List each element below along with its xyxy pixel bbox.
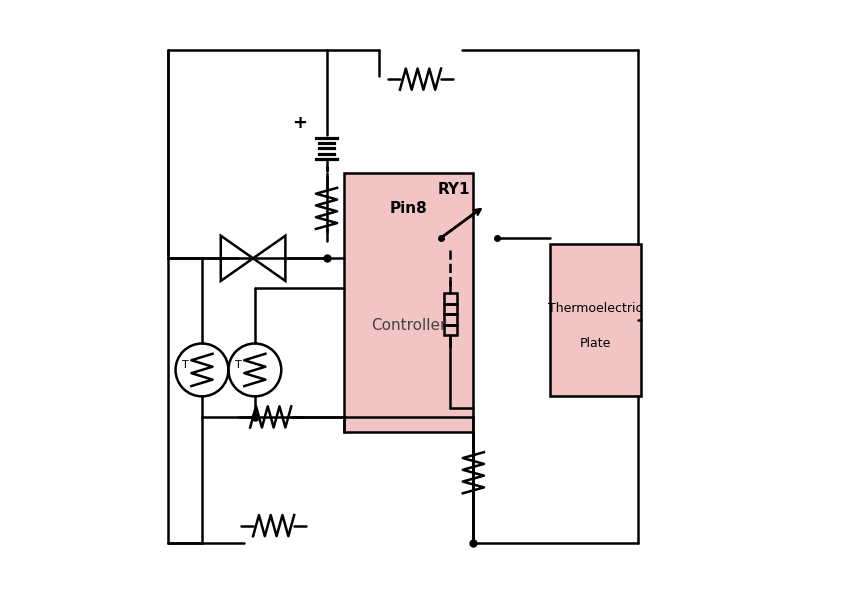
Text: Thermoelectric: Thermoelectric xyxy=(548,302,643,315)
FancyBboxPatch shape xyxy=(344,173,473,432)
Bar xyxy=(444,325,457,335)
Bar xyxy=(444,304,457,314)
Text: T: T xyxy=(182,360,189,370)
Text: T: T xyxy=(235,360,241,370)
Text: +: + xyxy=(293,114,308,132)
Text: Pin8: Pin8 xyxy=(390,201,427,216)
Text: Controller: Controller xyxy=(371,318,447,333)
Bar xyxy=(444,293,457,304)
FancyBboxPatch shape xyxy=(550,244,641,396)
Bar xyxy=(444,314,457,325)
Text: Plate: Plate xyxy=(579,337,611,350)
Text: RY1: RY1 xyxy=(438,181,471,197)
